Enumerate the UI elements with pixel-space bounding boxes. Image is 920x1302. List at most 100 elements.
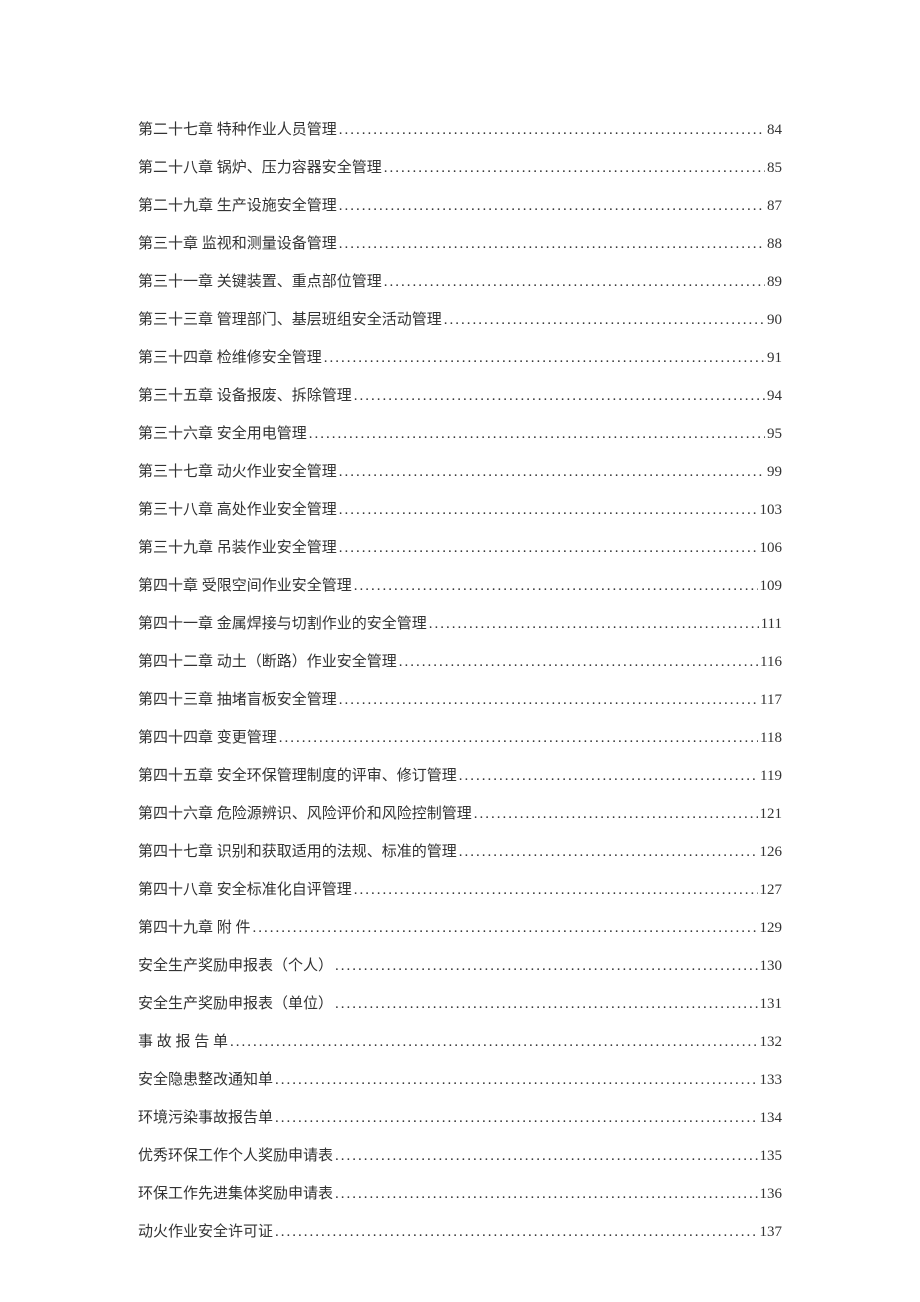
toc-entry: 第三十四章 检维修安全管理 91 [138,348,782,369]
toc-leader-dots [275,1108,757,1129]
toc-entry-title: 第四十八章 安全标准化自评管理 [138,880,352,901]
toc-leader-dots [384,158,765,179]
toc-entry: 环境污染事故报告单 134 [138,1108,782,1129]
toc-entry-page: 90 [767,310,782,331]
toc-entry-page: 136 [760,1184,783,1205]
toc-entry: 第四十七章 识别和获取适用的法规、标准的管理126 [138,842,782,863]
toc-entry-title: 第三十一章 关键装置、重点部位管理 [138,272,382,293]
toc-entry-page: 127 [760,880,783,901]
toc-leader-dots [354,386,765,407]
toc-entry-title: 第四十四章 变更管理 [138,728,277,749]
toc-leader-dots [309,424,765,445]
toc-entry: 第四十八章 安全标准化自评管理 127 [138,880,782,901]
toc-entry-page: 99 [767,462,782,483]
toc-leader-dots [339,538,758,559]
toc-leader-dots [459,842,758,863]
toc-entry-title: 第三十章 监视和测量设备管理 [138,234,337,255]
toc-entry: 安全生产奖励申报表（单位）131 [138,994,782,1015]
toc-leader-dots [339,462,765,483]
toc-entry: 第三十七章 动火作业安全管理 99 [138,462,782,483]
toc-entry-page: 131 [760,994,783,1015]
toc-entry: 第四十四章 变更管理 118 [138,728,782,749]
toc-leader-dots [384,272,765,293]
toc-entry-page: 95 [767,424,782,445]
toc-entry: 第四十六章 危险源辨识、风险评价和风险控制管理 121 [138,804,782,825]
toc-entry: 环保工作先进集体奖励申请表 136 [138,1184,782,1205]
toc-entry: 第三十九章 吊装作业安全管理106 [138,538,782,559]
toc-entry-title: 环境污染事故报告单 [138,1108,273,1129]
toc-leader-dots [354,880,758,901]
toc-entry: 第三十六章 安全用电管理 95 [138,424,782,445]
toc-entry-title: 第三十七章 动火作业安全管理 [138,462,337,483]
toc-entry: 优秀环保工作个人奖励申请表 135 [138,1146,782,1167]
toc-entry-page: 121 [760,804,783,825]
toc-leader-dots [279,728,758,749]
toc-entry-title: 第三十八章 高处作业安全管理 [138,500,337,521]
toc-entry-page: 119 [760,766,782,787]
toc-entry: 第三十章 监视和测量设备管理88 [138,234,782,255]
toc-leader-dots [324,348,765,369]
toc-leader-dots [335,956,757,977]
toc-entry: 第三十八章 高处作业安全管理 103 [138,500,782,521]
toc-entry: 第四十三章 抽堵盲板安全管理 117 [138,690,782,711]
toc-entry: 第四十五章 安全环保管理制度的评审、修订管理 119 [138,766,782,787]
toc-entry-title: 第二十七章 特种作业人员管理 [138,120,337,141]
toc-entry-title: 第四十三章 抽堵盲板安全管理 [138,690,337,711]
toc-leader-dots [335,1184,757,1205]
toc-entry: 动火作业安全许可证137 [138,1222,782,1243]
toc-entry: 第四十章 受限空间作业安全管理109 [138,576,782,597]
toc-entry-page: 91 [767,348,782,369]
toc-leader-dots [474,804,758,825]
toc-leader-dots [253,918,758,939]
toc-entry-page: 130 [760,956,783,977]
toc-entry-title: 第二十九章 生产设施安全管理 [138,196,337,217]
toc-entry: 第三十一章 关键装置、重点部位管理 89 [138,272,782,293]
toc-entry-title: 第四十章 受限空间作业安全管理 [138,576,352,597]
toc-entry-title: 第四十五章 安全环保管理制度的评审、修订管理 [138,766,457,787]
toc-leader-dots [339,120,765,141]
toc-entry-title: 第三十六章 安全用电管理 [138,424,307,445]
toc-leader-dots [339,234,765,255]
toc-leader-dots [444,310,765,331]
toc-leader-dots [339,500,758,521]
toc-entry-page: 103 [760,500,783,521]
toc-entry-page: 111 [761,614,782,635]
toc-entry-title: 第四十六章 危险源辨识、风险评价和风险控制管理 [138,804,472,825]
toc-entry: 安全生产奖励申报表（个人） 130 [138,956,782,977]
toc-entry-title: 第二十八章 锅炉、压力容器安全管理 [138,158,382,179]
toc-entry: 第四十一章 金属焊接与切割作业的安全管理 111 [138,614,782,635]
toc-entry-title: 安全隐患整改通知单 [138,1070,273,1091]
toc-leader-dots [335,994,757,1015]
toc-entry-title: 环保工作先进集体奖励申请表 [138,1184,333,1205]
toc-entry: 第二十七章 特种作业人员管理 84 [138,120,782,141]
toc-leader-dots [275,1222,757,1243]
toc-entry-page: 118 [760,728,782,749]
toc-entry-title: 第三十四章 检维修安全管理 [138,348,322,369]
toc-leader-dots [339,690,758,711]
toc-entry-title: 第四十一章 金属焊接与切割作业的安全管理 [138,614,427,635]
toc-entry: 第三十五章 设备报废、拆除管理 94 [138,386,782,407]
toc-leader-dots [230,1032,757,1053]
toc-entry-title: 优秀环保工作个人奖励申请表 [138,1146,333,1167]
toc-entry: 第三十三章 管理部门、基层班组安全活动管理90 [138,310,782,331]
toc-entry: 第四十二章 动土（断路）作业安全管理 116 [138,652,782,673]
toc-leader-dots [459,766,758,787]
toc-entry: 事 故 报 告 单132 [138,1032,782,1053]
toc-entry-title: 第四十二章 动土（断路）作业安全管理 [138,652,397,673]
toc-entry: 第二十八章 锅炉、压力容器安全管理85 [138,158,782,179]
toc-entry-page: 84 [767,120,782,141]
toc-entry-page: 135 [760,1146,783,1167]
toc-entry-page: 133 [760,1070,783,1091]
toc-entry-page: 89 [767,272,782,293]
toc-entry: 第二十九章 生产设施安全管理87 [138,196,782,217]
toc-leader-dots [429,614,759,635]
toc-entry-page: 117 [760,690,782,711]
toc-entry-page: 106 [760,538,783,559]
toc-entry-page: 134 [760,1108,783,1129]
toc-entry-title: 第三十五章 设备报废、拆除管理 [138,386,352,407]
toc-leader-dots [275,1070,757,1091]
toc-leader-dots [335,1146,757,1167]
toc-entry-page: 116 [760,652,782,673]
toc-entry-page: 94 [767,386,782,407]
toc-entry-title: 安全生产奖励申报表（个人） [138,956,333,977]
